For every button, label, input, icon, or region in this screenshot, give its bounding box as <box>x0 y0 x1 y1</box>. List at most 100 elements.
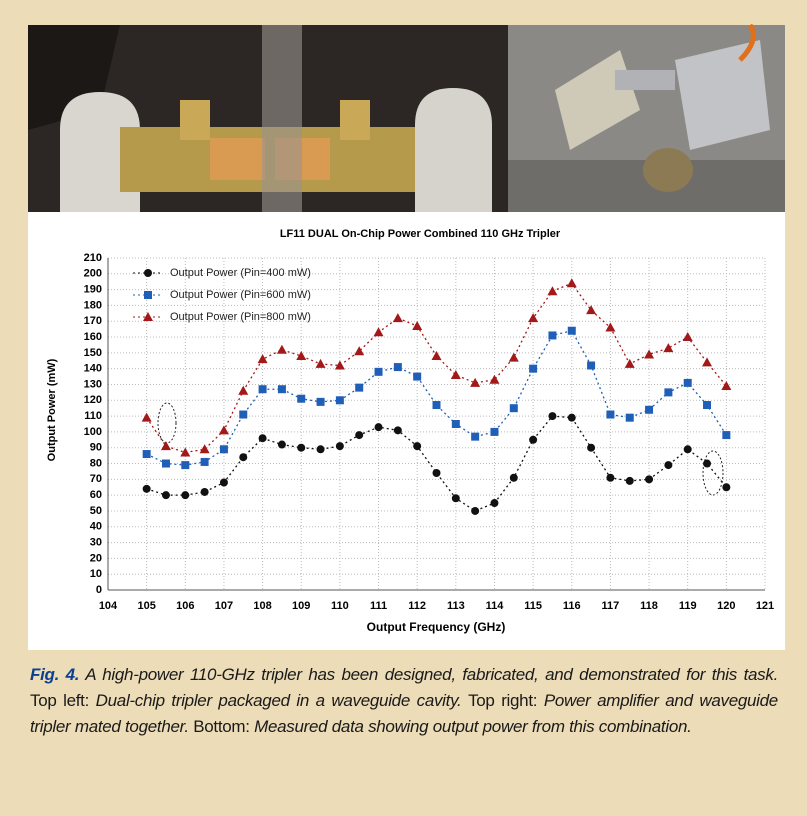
y-tick-label: 120 <box>84 394 102 406</box>
marker <box>144 269 152 277</box>
marker <box>645 475 654 484</box>
marker <box>529 364 538 373</box>
marker <box>200 457 209 466</box>
marker <box>605 322 616 332</box>
marker <box>238 385 249 395</box>
marker <box>548 412 557 421</box>
marker <box>450 369 461 379</box>
x-tick-label: 114 <box>486 600 505 612</box>
marker <box>218 425 229 435</box>
marker <box>316 397 325 406</box>
marker <box>606 410 615 419</box>
marker <box>200 487 209 496</box>
caption-lead: A high-power 110-GHz tripler has been de… <box>85 665 778 684</box>
marker <box>528 313 539 323</box>
marker <box>239 410 248 419</box>
x-tick-label: 111 <box>370 600 387 612</box>
x-tick-label: 118 <box>640 600 658 612</box>
marker <box>258 385 267 394</box>
marker <box>180 447 191 457</box>
caption-key: Top right: <box>468 691 538 710</box>
marker <box>625 413 634 422</box>
marker <box>664 461 673 470</box>
marker <box>335 396 344 405</box>
marker <box>509 404 518 413</box>
marker <box>703 459 712 468</box>
caption-text: Power amplifier and waveguide tripler ma… <box>30 691 778 736</box>
marker <box>722 483 731 492</box>
marker <box>296 351 307 361</box>
marker <box>374 423 383 432</box>
photo-left <box>28 25 508 212</box>
caption-key: Bottom: <box>193 717 250 736</box>
marker <box>490 427 499 436</box>
series-line <box>146 282 727 454</box>
y-tick-label: 40 <box>90 521 102 533</box>
marker <box>683 378 692 387</box>
marker <box>586 305 597 315</box>
marker <box>239 453 248 462</box>
marker <box>412 320 423 330</box>
x-tick-label: 104 <box>99 600 118 612</box>
y-tick-label: 190 <box>84 284 102 296</box>
marker <box>393 363 402 372</box>
marker <box>257 354 268 364</box>
marker <box>683 445 692 454</box>
marker <box>355 383 364 392</box>
y-tick-label: 0 <box>96 584 102 596</box>
marker <box>297 394 306 403</box>
marker <box>316 445 325 454</box>
marker <box>219 478 228 487</box>
marker <box>315 358 326 368</box>
marker <box>624 358 635 368</box>
marker <box>663 343 674 353</box>
x-tick-label: 108 <box>253 600 271 612</box>
marker <box>566 278 577 288</box>
marker <box>471 432 480 441</box>
marker <box>141 412 152 422</box>
marker <box>277 385 286 394</box>
annotation-ellipse <box>157 402 177 444</box>
marker <box>529 435 538 444</box>
marker <box>567 413 576 422</box>
marker <box>297 443 306 452</box>
marker <box>548 331 557 340</box>
marker <box>142 450 151 459</box>
marker <box>219 445 228 454</box>
marker <box>431 351 442 361</box>
x-tick-label: 110 <box>331 600 349 612</box>
x-tick-label: 116 <box>563 600 581 612</box>
caption-label: Fig. 4. <box>30 665 80 684</box>
x-tick-label: 121 <box>756 600 774 612</box>
y-tick-label: 140 <box>84 363 102 375</box>
marker <box>432 401 441 410</box>
x-tick-label: 106 <box>176 600 194 612</box>
marker <box>547 286 558 296</box>
marker <box>199 444 210 454</box>
x-tick-label: 113 <box>447 600 465 612</box>
y-tick-label: 100 <box>84 426 102 438</box>
x-tick-label: 115 <box>524 600 542 612</box>
x-tick-label: 117 <box>602 600 620 612</box>
y-tick-label: 200 <box>84 268 102 280</box>
marker <box>721 381 732 391</box>
y-axis-label: Output Power (mW) <box>46 358 58 461</box>
marker <box>142 484 151 493</box>
marker <box>471 506 480 515</box>
marker <box>625 476 634 485</box>
x-tick-label: 107 <box>215 600 233 612</box>
y-tick-label: 50 <box>90 505 102 517</box>
y-tick-label: 110 <box>84 410 102 422</box>
y-tick-label: 80 <box>90 457 102 469</box>
y-tick-label: 210 <box>84 252 102 264</box>
marker <box>374 367 383 376</box>
marker <box>392 313 403 323</box>
marker <box>606 473 615 482</box>
marker <box>664 388 673 397</box>
x-tick-label: 112 <box>408 600 426 612</box>
legend-label: Output Power (Pin=600 mW) <box>170 289 311 301</box>
marker <box>276 344 287 354</box>
marker <box>161 491 170 500</box>
marker <box>181 491 190 500</box>
